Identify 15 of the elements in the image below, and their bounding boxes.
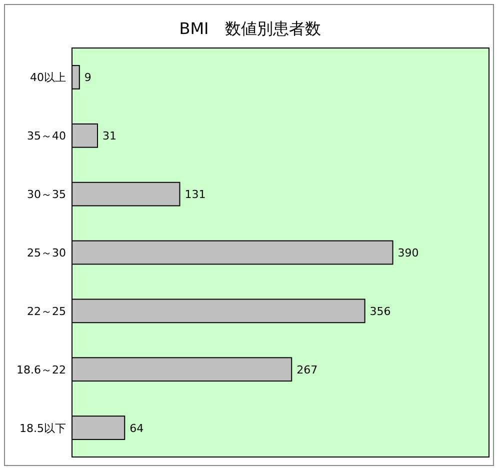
data-label: 131 [184, 188, 206, 202]
title: BMI 数値別患者数 [179, 19, 321, 38]
data-label: 31 [102, 130, 116, 143]
data-label: 9 [84, 71, 92, 84]
data-label: 356 [370, 304, 391, 318]
y-tick-label: 18.6～22 [16, 363, 66, 376]
data-label: 390 [398, 246, 419, 260]
data-label: 64 [130, 422, 144, 435]
y-tick-label: 35～40 [27, 130, 66, 143]
y-tick-label: 18.5以下 [20, 422, 66, 435]
y-tick-label: 40以上 [30, 71, 66, 84]
y-tick-label: 22～25 [27, 304, 66, 318]
data-label: 267 [296, 363, 318, 376]
y-tick-label: 25～30 [27, 246, 66, 260]
y-tick-label: 30～35 [27, 188, 66, 202]
